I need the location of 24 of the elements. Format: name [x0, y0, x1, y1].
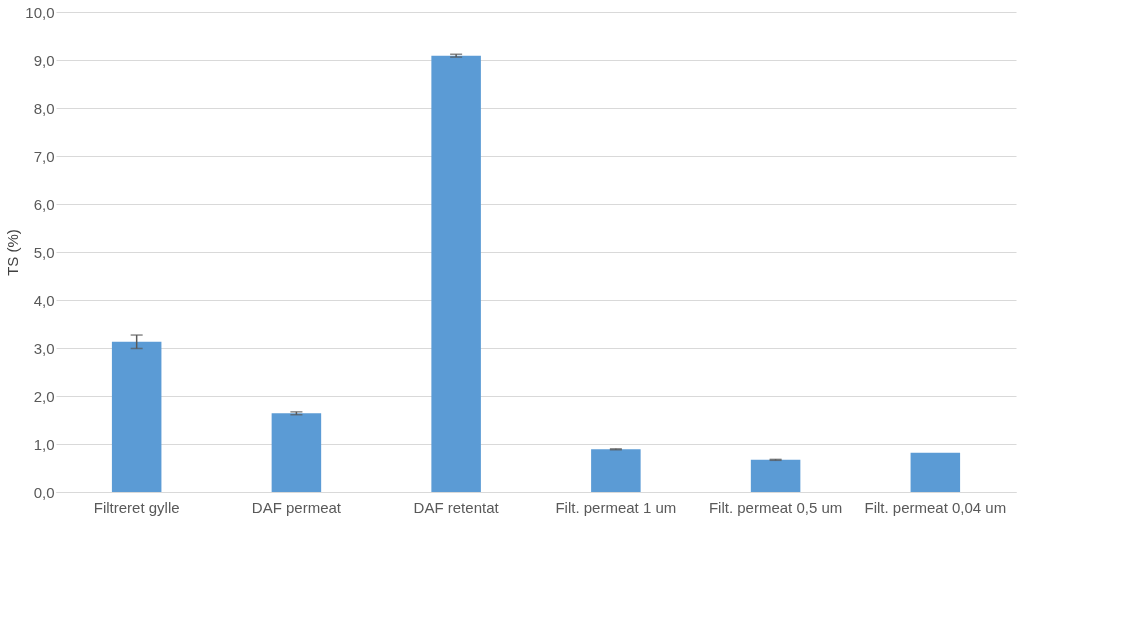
- y-tick-label: 9,0: [33, 51, 55, 69]
- y-tick-label: 10,0: [25, 3, 55, 21]
- bar: [111, 341, 162, 492]
- y-tick-label: 4,0: [33, 291, 55, 309]
- y-tick-label: 8,0: [33, 99, 55, 117]
- x-tick-label: Filt. permeat 0,04 um: [864, 498, 1007, 516]
- x-tick-label: Filt. permeat 0,5 um: [708, 498, 843, 516]
- y-tick-label: 2,0: [33, 387, 55, 405]
- y-tick-label: 1,0: [33, 435, 55, 453]
- x-tick-label: Filtreret gylle: [93, 498, 180, 516]
- y-axis-title: TS (%): [4, 229, 22, 276]
- y-tick-label: 0,0: [33, 483, 55, 501]
- x-tick-label: DAF permeat: [251, 498, 342, 516]
- x-tick-label: DAF retentat: [413, 498, 500, 516]
- bar: [750, 459, 801, 492]
- x-tick-label: Filt. permeat 1 um: [555, 498, 677, 516]
- bar: [431, 55, 481, 492]
- bar: [591, 449, 641, 492]
- y-tick-label: 5,0: [33, 243, 55, 261]
- y-tick-label: 7,0: [33, 147, 55, 165]
- bar: [271, 413, 322, 492]
- y-tick-label: 6,0: [33, 195, 55, 213]
- y-tick-label: 3,0: [33, 339, 55, 357]
- bar: [910, 452, 961, 492]
